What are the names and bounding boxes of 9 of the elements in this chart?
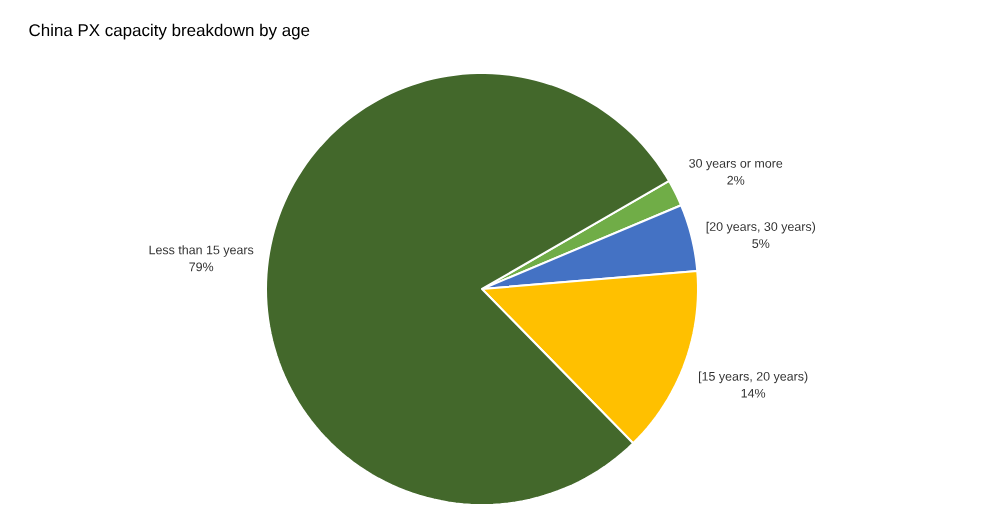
slice-label: [20 years, 30 years) — [706, 221, 816, 234]
slice-label: [15 years, 20 years) — [698, 371, 808, 384]
slice-label: Less than 15 years — [149, 245, 254, 257]
data-label: 2% — [727, 175, 745, 185]
data-label: 5% — [752, 239, 770, 248]
chart-title: China PX capacity breakdown by age — [29, 23, 310, 40]
data-label: 14% — [741, 388, 766, 398]
data-label: 79% — [189, 262, 214, 272]
slice-label: 30 years or more — [689, 158, 783, 171]
